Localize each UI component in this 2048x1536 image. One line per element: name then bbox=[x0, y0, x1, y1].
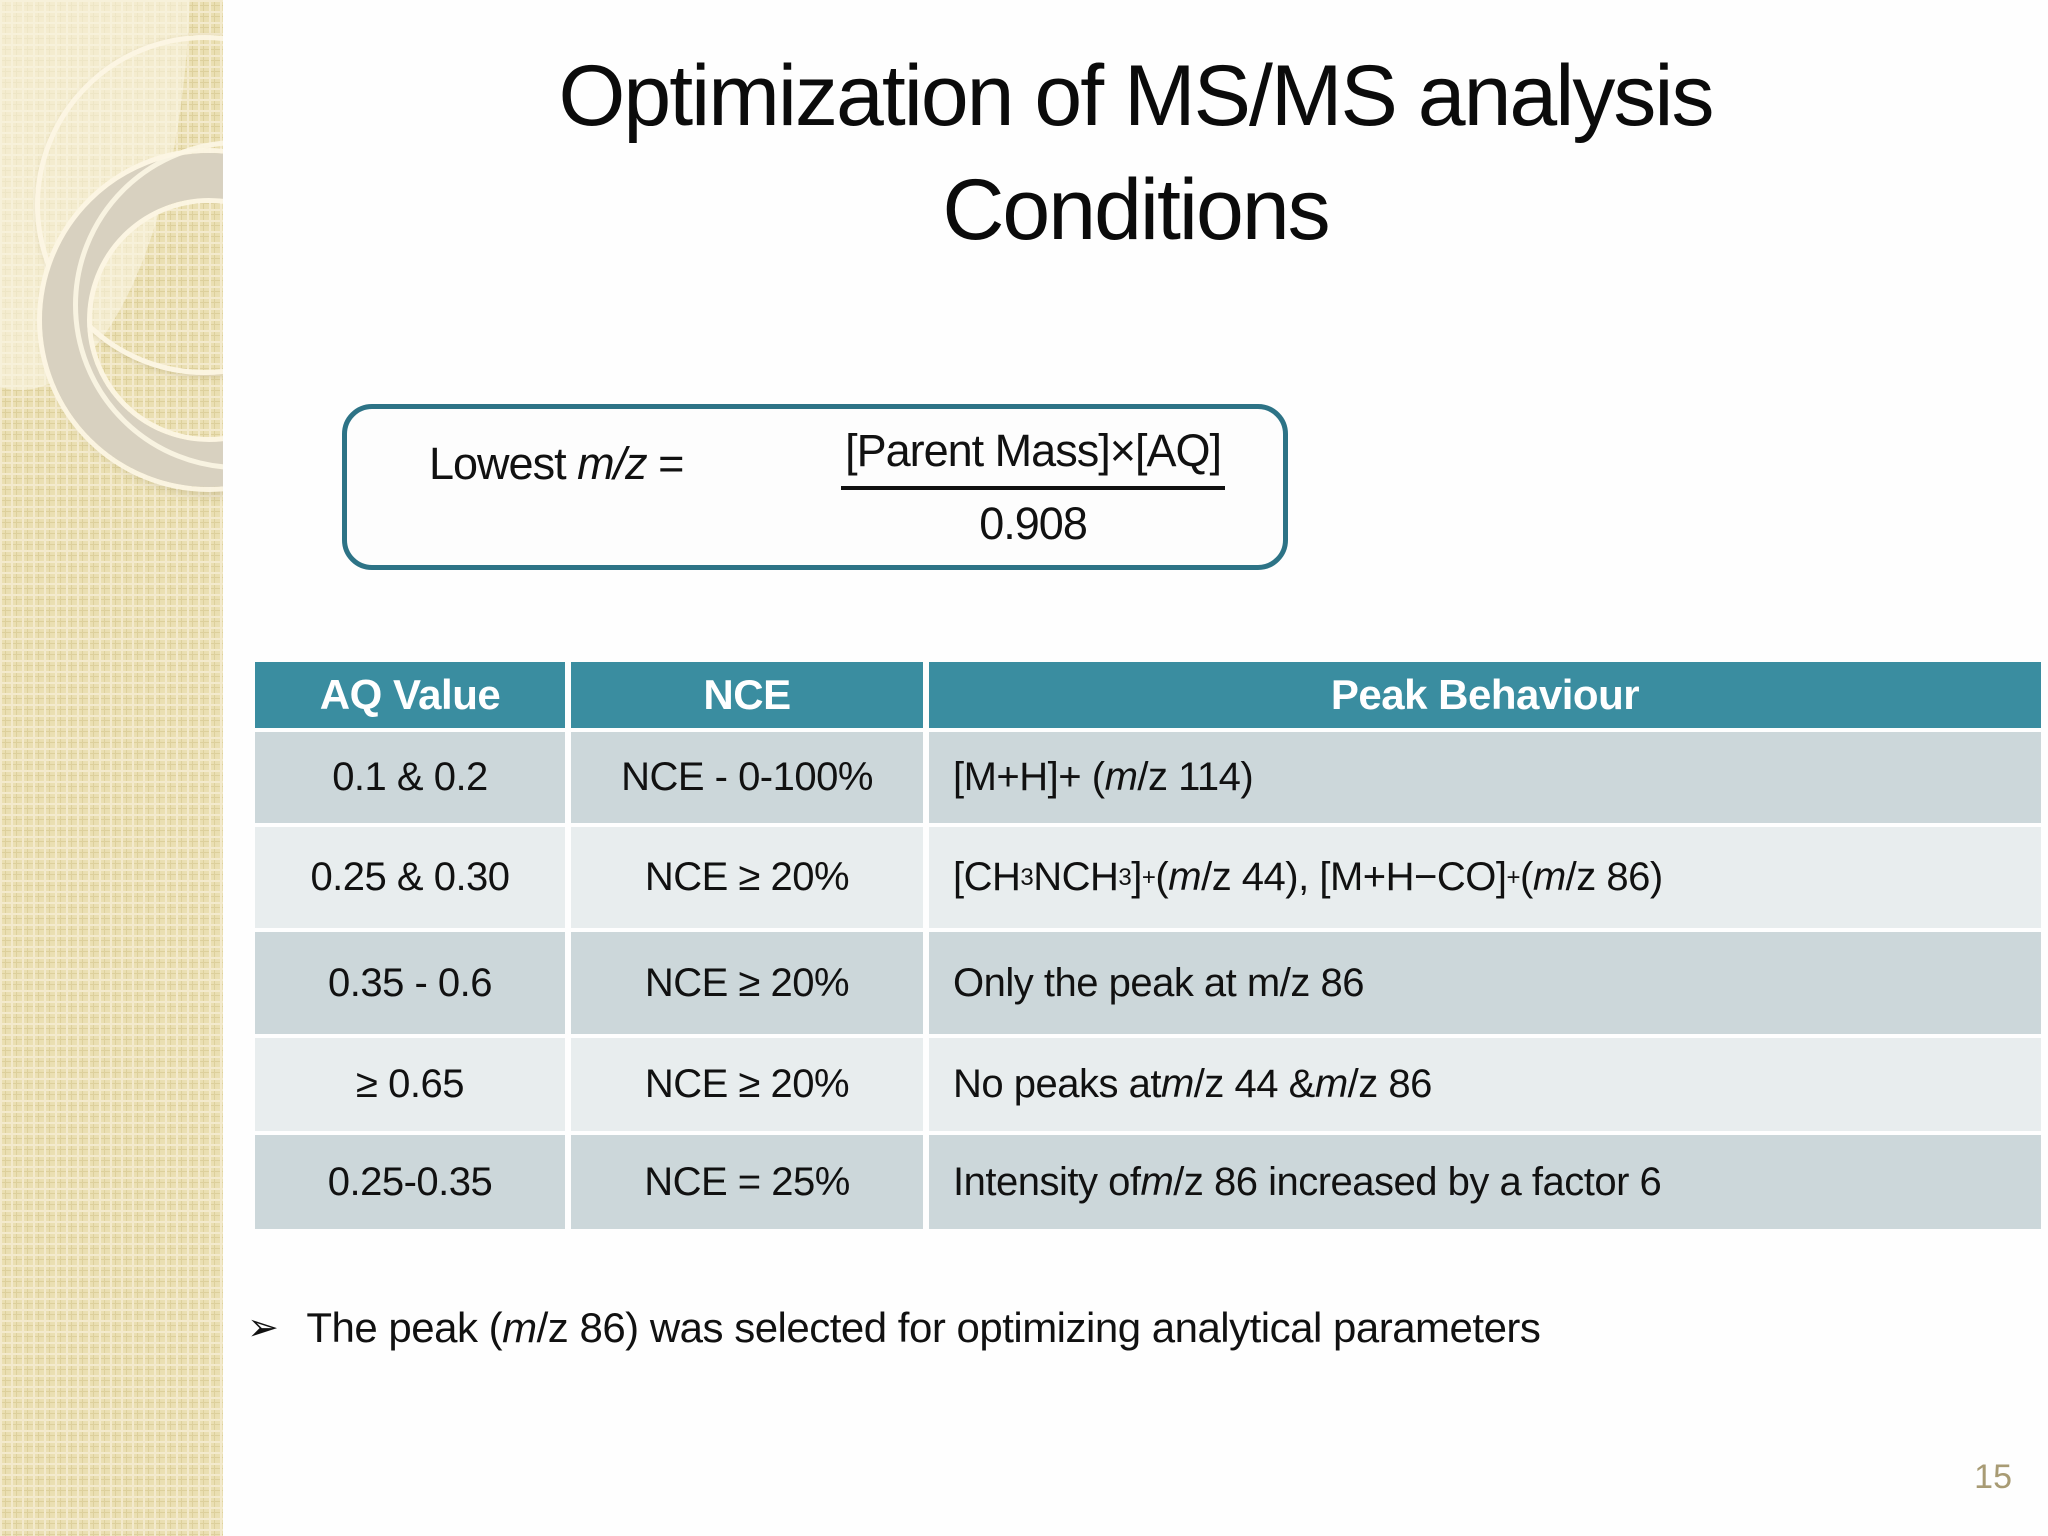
formula-lhs: Lowest m/z = bbox=[429, 438, 684, 489]
header-cell-nce: NCE bbox=[571, 662, 923, 728]
row1-cell-aq: 0.1 & 0.2 bbox=[255, 732, 565, 823]
arrow-bullet-icon: ➢ bbox=[247, 1305, 279, 1349]
row5-cell-peak: Intensity of m/z 86 increased by a facto… bbox=[929, 1135, 2041, 1229]
formula-numerator: [Parent Mass]×[AQ] bbox=[841, 425, 1225, 490]
row1-cell-peak: [M+H]+ (m/z 114) bbox=[929, 732, 2041, 823]
sidebar-decorative-band bbox=[0, 0, 223, 1536]
row3-cell-nce: NCE ≥ 20% bbox=[571, 932, 923, 1034]
formula-fraction: [Parent Mass]×[AQ] 0.908 bbox=[841, 425, 1225, 550]
formula-box: Lowest m/z = [Parent Mass]×[AQ] 0.908 bbox=[342, 404, 1288, 570]
row5-cell-nce: NCE = 25% bbox=[571, 1135, 923, 1229]
row2-cell-aq: 0.25 & 0.30 bbox=[255, 827, 565, 928]
row2-cell-peak: [CH 3 NCH 3] + (m/z 44), [M+H−CO] + (m/z 86) bbox=[929, 827, 2041, 928]
row3-cell-peak: Only the peak at m/z 86 bbox=[929, 932, 2041, 1034]
slide-title-line2: Conditions bbox=[942, 161, 1330, 258]
slide-title: Optimization of MS/MS analysis Condition… bbox=[223, 40, 2048, 267]
header-cell-aq-value: AQ Value bbox=[255, 662, 565, 728]
row4-cell-aq: ≥ 0.65 bbox=[255, 1038, 565, 1131]
formula-denominator: 0.908 bbox=[979, 497, 1088, 549]
row4-cell-peak: No peaks at m/z 44 & m/z 86 bbox=[929, 1038, 2041, 1131]
row2-cell-nce: NCE ≥ 20% bbox=[571, 827, 923, 928]
row1-cell-nce: NCE - 0-100% bbox=[571, 732, 923, 823]
page-number: 15 bbox=[1974, 1458, 2012, 1496]
row3-cell-aq: 0.35 - 0.6 bbox=[255, 932, 565, 1034]
slide-title-line1: Optimization of MS/MS analysis bbox=[558, 48, 1715, 144]
row4-cell-nce: NCE ≥ 20% bbox=[571, 1038, 923, 1131]
footnote-text: The peak (m/z 86) was selected for optim… bbox=[306, 1304, 1541, 1351]
aq-nce-table: AQ Value NCE Peak Behaviour 0.1 & 0.2 NC… bbox=[255, 662, 2041, 1229]
footnote: ➢ The peak (m/z 86) was selected for opt… bbox=[247, 1304, 2008, 1352]
row5-cell-aq: 0.25-0.35 bbox=[255, 1135, 565, 1229]
header-cell-peak-behaviour: Peak Behaviour bbox=[929, 662, 2041, 728]
